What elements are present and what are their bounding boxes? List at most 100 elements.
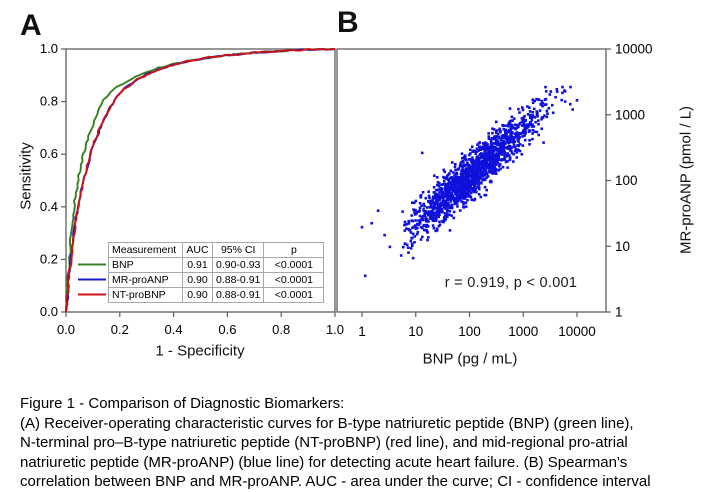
scatter-point [486,166,489,170]
scatter-point [494,137,497,141]
scatter-point [560,98,563,102]
scatter-point [555,90,559,93]
col-header-measurement: Measurement [108,242,183,258]
roc-x-axis-label: 1 - Specificity [155,342,245,360]
scatter-point [504,160,508,164]
scatter-point [438,223,442,227]
scatter-point [442,201,445,205]
scatter-point [497,140,500,143]
scatter-point [531,132,534,135]
scatter-point [442,168,445,172]
scatter-point [457,176,460,179]
scatter-point [541,104,544,108]
scatter-point [446,210,449,213]
scatter-point [410,219,413,222]
scatter-point [506,166,509,169]
scatter-point [469,182,472,185]
scatter-point [468,153,471,157]
scatter-point [520,153,524,156]
scatter-point [409,247,413,250]
scatter-point [429,204,433,208]
scatter-point [528,129,531,132]
scatter-point [518,111,521,114]
scatter-point [470,145,474,149]
scatter-point [457,199,460,203]
scatter-point [561,91,564,95]
scatter-point [571,108,574,111]
scatter-point [451,189,455,192]
scatter-point [453,188,457,191]
scatter-point [474,188,477,192]
scatter-point [508,156,512,160]
scatter-point [508,154,511,157]
scatter-point [383,233,386,237]
scatter-point [444,214,447,218]
scatter-point [421,214,425,218]
scatter-point [488,146,492,150]
scatter-point [427,200,430,203]
scatter-point [512,138,515,141]
scatter-point [460,185,464,189]
scatter-point [533,130,536,133]
scatter-point [404,223,407,227]
scatter-point [436,209,439,213]
scatter-point [530,116,533,120]
scatter-x-tick-label: 1000 [508,324,538,339]
scatter-point [475,147,479,151]
scatter-point [505,140,509,144]
scatter-point [513,140,516,144]
scatter-point [414,224,417,227]
scatter-point [483,193,486,197]
scatter-point [450,214,453,217]
scatter-point [414,227,418,230]
measurement-name: MR-proANP [108,272,183,288]
scatter-y-tick-label: 10000 [615,42,653,57]
roc-y-tick-label: 1.0 [40,41,58,56]
scatter-point [430,209,434,213]
scatter-point [510,123,514,127]
table-row: BNP 0.91 0.90-0.93 <0.0001 [108,257,325,273]
roc-x-tick-label: 0.0 [57,322,75,337]
scatter-point [463,183,466,186]
scatter-point [482,171,485,175]
p-value: <0.0001 [263,287,325,303]
scatter-point [469,152,472,155]
scatter-point [443,170,446,174]
scatter-point [466,168,470,172]
scatter-point [428,196,431,200]
scatter-point [513,149,517,153]
scatter-point [510,140,513,144]
scatter-point [471,167,474,170]
scatter-point [448,229,452,232]
scatter-point [445,206,448,210]
scatter-point [493,135,496,138]
scatter-point [449,206,452,209]
scatter-point [414,219,417,222]
scatter-point [413,225,416,229]
scatter-point [442,197,445,200]
scatter-point [424,209,427,213]
scatter-point [457,180,460,184]
panel-b-label: B [337,6,359,39]
scatter-point [528,110,532,113]
caption-line: N-terminal pro–B-type natriuretic peptid… [20,434,628,452]
scatter-point [419,194,422,198]
scatter-point [529,123,533,127]
scatter-point [509,128,512,132]
scatter-point [497,142,500,145]
scatter-point [503,135,507,138]
scatter-point [475,150,479,153]
scatter-point [438,182,441,185]
scatter-point [511,139,515,143]
scatter-point [495,135,498,139]
scatter-point [494,169,497,173]
scatter-point [470,187,473,190]
roc-y-tick-label: 0.2 [40,251,58,266]
scatter-point [515,156,519,159]
scatter-point [489,152,492,155]
scatter-point [418,220,422,224]
scatter-point [468,195,472,198]
scatter-point [532,125,536,128]
scatter-point [464,172,468,175]
scatter-point [531,123,534,126]
